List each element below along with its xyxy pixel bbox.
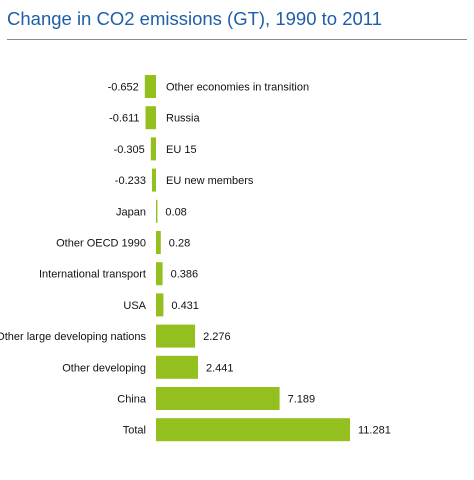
value-label: -0.611 — [109, 113, 139, 125]
chart-title: Change in CO2 emissions (GT), 1990 to 20… — [7, 8, 382, 29]
bar-eu-15 — [150, 137, 156, 161]
value-label: 0.431 — [171, 300, 199, 312]
category-label: Total — [123, 425, 146, 437]
bar-other-economies-in-transition — [144, 75, 156, 98]
bar-international-transport — [156, 262, 163, 286]
category-label: EU new members — [166, 175, 254, 187]
value-label: 0.08 — [165, 206, 186, 218]
category-label: International transport — [39, 269, 146, 281]
value-label: -0.652 — [108, 82, 139, 94]
value-label: 11.281 — [358, 425, 391, 437]
value-label: 2.276 — [203, 331, 231, 343]
category-label: Other economies in transition — [166, 82, 309, 94]
bar-other-large-developing-nations — [156, 324, 196, 348]
bar-other-oecd-1990 — [156, 231, 161, 254]
value-label: 0.28 — [169, 238, 190, 250]
bar-usa — [156, 293, 164, 317]
bar-japan — [156, 199, 158, 223]
value-label: 2.441 — [206, 362, 234, 374]
value-label: -0.305 — [114, 144, 145, 156]
bar-russia — [145, 106, 156, 130]
value-label: 7.189 — [288, 394, 316, 406]
category-label: China — [117, 394, 147, 406]
category-label: Japan — [116, 206, 146, 218]
category-label: Other OECD 1990 — [56, 238, 146, 250]
value-label: 0.386 — [171, 269, 199, 281]
title-divider — [7, 39, 467, 40]
category-label: USA — [123, 300, 146, 312]
bar-china — [156, 387, 280, 410]
category-label: EU 15 — [166, 144, 197, 156]
category-label: Other developing — [62, 362, 146, 374]
value-label: -0.233 — [115, 175, 146, 187]
category-label: Other large developing nations — [0, 331, 146, 343]
category-label: Russia — [166, 113, 201, 125]
bar-total — [156, 418, 350, 442]
bar-eu-new-members — [152, 168, 156, 192]
bar-other-developing — [156, 355, 198, 379]
